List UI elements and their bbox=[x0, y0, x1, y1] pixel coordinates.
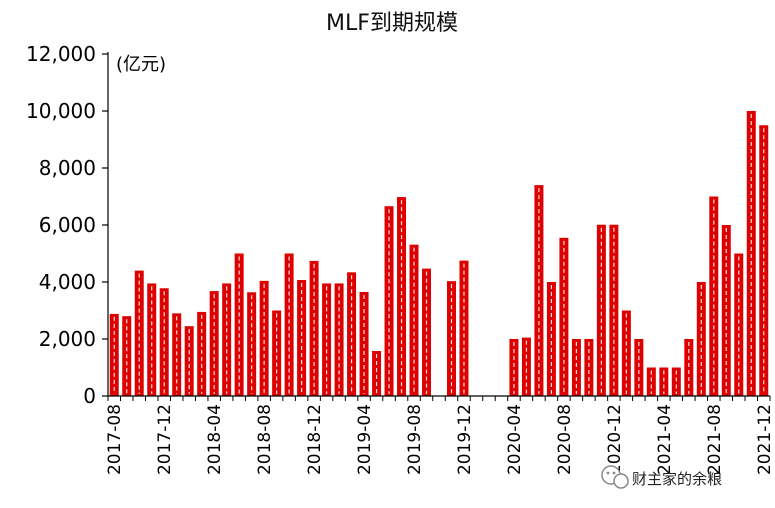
y-tick-label: 12,000 bbox=[26, 42, 96, 66]
bar bbox=[659, 367, 669, 396]
y-tick-label: 2,000 bbox=[39, 327, 96, 351]
bar bbox=[197, 311, 207, 396]
y-tick-label: 10,000 bbox=[26, 99, 96, 123]
bar bbox=[247, 292, 257, 396]
bar bbox=[422, 268, 432, 396]
bar bbox=[521, 337, 531, 396]
chart-title: MLF到期规模 bbox=[326, 11, 458, 36]
x-tick-label: 2019-04 bbox=[355, 404, 375, 475]
bar bbox=[559, 237, 569, 396]
y-tick-label: 0 bbox=[83, 384, 96, 408]
x-tick-label: 2021-04 bbox=[655, 404, 675, 475]
bar bbox=[634, 339, 644, 396]
bar bbox=[571, 339, 581, 396]
bar bbox=[596, 224, 606, 396]
x-tick-label: 2019-12 bbox=[455, 404, 475, 475]
y-tick-label: 4,000 bbox=[39, 270, 96, 294]
bar bbox=[259, 280, 269, 396]
y-axis: 0 2,000 4,000 6,000 8,000 10,000 12,000 bbox=[26, 42, 109, 408]
bar bbox=[322, 283, 332, 396]
bars bbox=[109, 111, 769, 396]
bar bbox=[334, 283, 344, 396]
x-tick-label: 2018-04 bbox=[205, 404, 225, 475]
x-tick-label: 2018-12 bbox=[305, 404, 325, 475]
x-tick-label: 2020-04 bbox=[505, 404, 525, 475]
x-tick-label: 2021-12 bbox=[755, 404, 775, 475]
bar bbox=[284, 253, 294, 396]
x-tick-label: 2021-08 bbox=[705, 404, 725, 475]
bar bbox=[397, 197, 407, 396]
bar bbox=[696, 282, 706, 396]
x-tick-label: 2019-08 bbox=[405, 404, 425, 475]
x-tick-label: 2020-12 bbox=[605, 404, 625, 475]
bar bbox=[646, 367, 656, 396]
bar bbox=[222, 283, 232, 396]
bar bbox=[234, 253, 244, 396]
watermark: 财主家的余粮 bbox=[601, 465, 722, 489]
bar bbox=[621, 310, 631, 396]
bar bbox=[709, 196, 719, 396]
x-tick-label: 2018-08 bbox=[255, 404, 275, 475]
watermark-text: 财主家的余粮 bbox=[632, 470, 722, 488]
bar bbox=[746, 111, 756, 396]
bar bbox=[584, 339, 594, 396]
bar bbox=[297, 280, 307, 396]
x-tick-label: 2017-12 bbox=[155, 404, 175, 475]
bar bbox=[546, 282, 556, 396]
bar bbox=[721, 225, 731, 396]
unit-label: (亿元) bbox=[116, 54, 166, 75]
bar bbox=[671, 367, 681, 396]
bar bbox=[684, 339, 694, 396]
y-tick-label: 8,000 bbox=[39, 156, 96, 180]
x-tick-label: 2020-08 bbox=[555, 404, 575, 475]
bar bbox=[759, 125, 769, 396]
bar bbox=[534, 185, 544, 396]
bar bbox=[446, 281, 456, 396]
bar bbox=[272, 310, 282, 396]
wechat-icon bbox=[601, 465, 629, 489]
bar bbox=[734, 253, 744, 396]
bar bbox=[609, 224, 619, 396]
x-axis: 2017-08 2017-12 2018-04 2018-08 2018-12 2019-… bbox=[105, 395, 775, 475]
y-tick-label: 6,000 bbox=[39, 213, 96, 237]
x-tick-label: 2017-08 bbox=[105, 404, 125, 475]
bar bbox=[147, 283, 157, 396]
bar bbox=[509, 339, 519, 396]
bar bbox=[372, 350, 382, 396]
